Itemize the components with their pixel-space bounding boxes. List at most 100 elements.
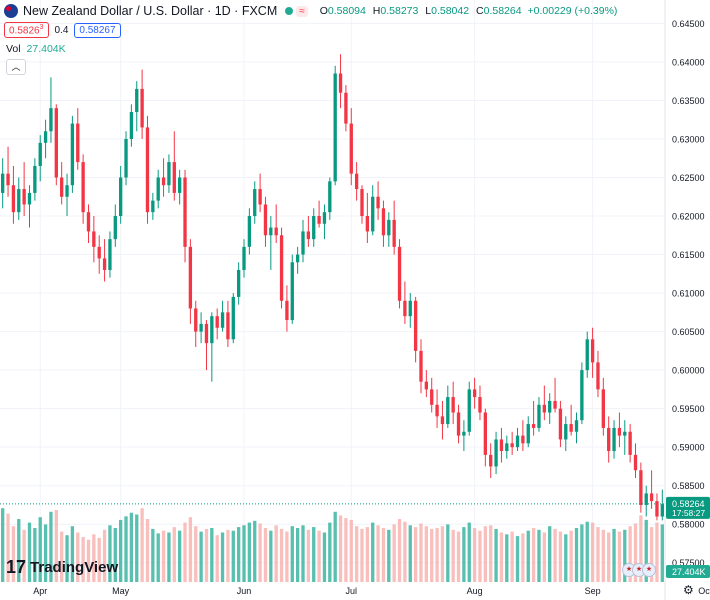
candle-body [38,142,42,166]
candle-body [419,350,423,382]
volume-bar [376,525,380,582]
candle-body [6,173,10,186]
volume-bar [290,526,294,582]
us-flag-icon[interactable]: ★ [642,563,656,577]
volume-bar [338,515,343,582]
volume-bar [231,530,235,582]
candle-body [515,435,520,448]
candle-body [451,397,455,413]
candle-body [119,177,123,217]
price-tick-label: 0.59000 [672,443,705,453]
volume-bar [306,529,311,582]
volume-bar [569,530,573,582]
volume-bar [553,528,557,582]
logo-text: TradingView [30,559,119,576]
candle-body [499,439,504,452]
buy-button[interactable]: 0.58267 [74,22,121,38]
volume-bar [188,517,193,582]
candle-body [226,312,230,340]
volume-bar [17,519,21,582]
candle-body [236,269,241,297]
volume-bar [467,522,471,582]
candle-body [590,339,595,363]
candle-body [467,389,471,432]
volume-bar [371,522,375,582]
candle-body [446,397,450,425]
trade-buttons: 0.58263 0.4 0.58267 [4,22,121,39]
volume-bar [301,525,305,582]
tradingview-logo[interactable]: 17 TradingView [6,557,118,578]
time-tick-label: Jul [346,586,358,596]
candle-body [301,231,305,255]
sell-button[interactable]: 0.58263 [4,22,49,39]
volume-bar [478,530,482,582]
candle-body [381,208,386,236]
volume-bar [27,522,32,582]
candle-body [387,219,391,236]
candle-body [483,412,488,455]
candle-body [344,92,348,124]
candle-body [413,300,418,351]
replay-icon[interactable]: ≈ [296,5,308,17]
candle-body [269,227,273,236]
candle-body [628,431,632,455]
economic-events[interactable]: ★ ★ ★ [622,563,656,577]
candle-body [86,212,91,232]
volume-bar [1,508,5,582]
volume-bar [548,526,552,582]
candle-body [510,443,514,448]
volume-bar [210,528,214,582]
candle-body [338,73,343,93]
volume-bar [242,525,246,582]
symbol-title[interactable]: New Zealand Dollar / U.S. Dollar · 1D · … [23,4,278,18]
volume-bar [644,519,648,582]
volume-bar [102,529,107,582]
volume-bar [660,524,664,582]
candle-body [392,219,396,247]
candle-body [644,493,648,505]
change-value: +0.00229 (+0.39%) [527,5,618,17]
collapse-legend-button[interactable]: ︿ [6,59,26,75]
candle-body [247,216,252,247]
candle-body [177,177,182,193]
volume-bar [172,527,176,582]
candle-body [188,246,193,309]
candle-body [639,470,643,505]
candle-body [172,162,176,193]
volume-bar [387,529,391,582]
time-axis[interactable]: AprMayJunJulAugSepOctNov [33,586,710,596]
volume-bar [499,532,504,582]
settings-gear-icon[interactable]: ⚙ [683,583,694,597]
candle-body [97,246,101,259]
volume-bar [124,516,128,582]
time-tick-label: Sep [585,586,601,596]
candle-body [290,262,294,321]
volume-bar [274,525,278,582]
symbol-header[interactable]: New Zealand Dollar / U.S. Dollar · 1D · … [4,4,617,18]
volume-bar [6,513,10,582]
candle-body [210,316,214,344]
sell-price-pip: 3 [39,24,44,31]
candle-body [397,246,402,301]
candle-body [462,431,466,436]
volume-legend[interactable]: Vol 27.404K [6,43,66,55]
volume-bar [537,529,541,582]
volume-bar [564,534,568,582]
candle-body [333,73,337,182]
volume-bar [451,529,455,582]
volume-bar [424,526,429,582]
volume-bar [430,528,434,582]
price-tick-label: 0.62000 [672,212,705,222]
price-tick-label: 0.57500 [672,558,705,568]
time-tick-label: Apr [33,586,47,596]
candle-body [22,189,26,205]
price-tick-label: 0.61000 [672,289,705,299]
volume-bar [312,527,316,582]
price-tick-label: 0.60000 [672,366,705,376]
volume-bar [403,521,407,582]
sell-price: 0.5826 [9,25,40,37]
price-tick-label: 0.64500 [672,19,705,29]
candle-body [81,162,85,213]
candle-body [231,296,235,340]
